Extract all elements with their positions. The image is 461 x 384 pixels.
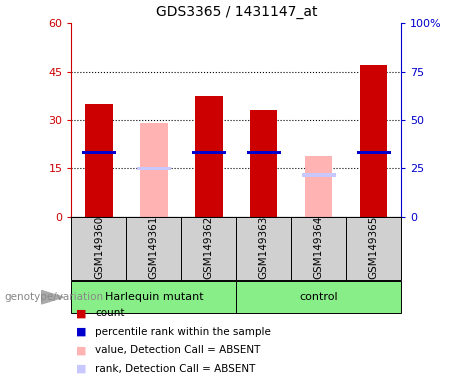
Bar xyxy=(192,151,226,154)
Text: ■: ■ xyxy=(76,308,87,318)
Bar xyxy=(126,217,181,280)
Bar xyxy=(82,151,116,154)
Text: control: control xyxy=(299,292,338,302)
Bar xyxy=(195,96,223,217)
Bar xyxy=(140,123,168,217)
Bar xyxy=(291,217,346,280)
Text: ■: ■ xyxy=(76,364,87,374)
Text: genotype/variation: genotype/variation xyxy=(5,292,104,302)
Text: count: count xyxy=(95,308,125,318)
Bar xyxy=(181,217,236,280)
Bar xyxy=(346,217,401,280)
Bar xyxy=(301,173,336,177)
Bar xyxy=(71,217,126,280)
Title: GDS3365 / 1431147_at: GDS3365 / 1431147_at xyxy=(155,5,317,19)
Text: rank, Detection Call = ABSENT: rank, Detection Call = ABSENT xyxy=(95,364,256,374)
Bar xyxy=(137,167,171,170)
Text: GSM149361: GSM149361 xyxy=(149,216,159,279)
Bar xyxy=(236,281,401,313)
Text: percentile rank within the sample: percentile rank within the sample xyxy=(95,327,272,337)
Bar xyxy=(360,65,387,217)
Text: GSM149362: GSM149362 xyxy=(204,216,214,279)
Bar xyxy=(250,110,278,217)
Bar xyxy=(356,151,390,154)
Text: GSM149363: GSM149363 xyxy=(259,216,269,279)
Text: GSM149364: GSM149364 xyxy=(313,216,324,279)
Text: ■: ■ xyxy=(76,327,87,337)
Text: Harlequin mutant: Harlequin mutant xyxy=(105,292,203,302)
Bar xyxy=(236,217,291,280)
Text: GSM149360: GSM149360 xyxy=(94,216,104,279)
Polygon shape xyxy=(41,291,64,304)
Bar xyxy=(305,156,332,217)
Bar xyxy=(85,104,112,217)
Text: value, Detection Call = ABSENT: value, Detection Call = ABSENT xyxy=(95,345,261,355)
Bar xyxy=(247,151,281,154)
Text: GSM149365: GSM149365 xyxy=(369,216,378,279)
Bar xyxy=(71,281,236,313)
Text: ■: ■ xyxy=(76,345,87,355)
